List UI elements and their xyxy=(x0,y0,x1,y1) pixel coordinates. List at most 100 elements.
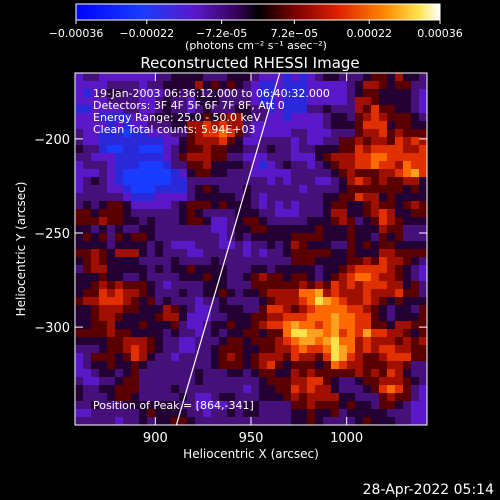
heatmap-cell xyxy=(379,353,388,362)
heatmap-cell xyxy=(331,217,340,226)
heatmap-cell xyxy=(379,105,388,114)
heatmap-cell xyxy=(75,409,84,418)
heatmap-cell xyxy=(347,329,356,338)
solar-limb-line xyxy=(175,72,281,426)
heatmap-cell xyxy=(195,177,204,186)
heatmap-cell xyxy=(355,417,364,425)
heatmap-cell xyxy=(331,337,340,346)
heatmap-cell xyxy=(187,193,196,202)
heatmap-cell xyxy=(147,297,156,306)
heatmap-cell xyxy=(107,385,116,394)
heatmap-cell xyxy=(243,153,252,162)
heatmap-cell xyxy=(235,137,244,146)
heatmap-cell xyxy=(363,89,372,98)
heatmap-cell xyxy=(99,233,108,242)
heatmap-cell xyxy=(107,97,116,106)
colorbar-tick-label: 0.00036 xyxy=(417,27,463,40)
heatmap-cell xyxy=(251,97,260,106)
heatmap-cell xyxy=(227,297,236,306)
heatmap-cell xyxy=(99,369,108,378)
heatmap-cell xyxy=(139,217,148,226)
heatmap-cell xyxy=(371,337,380,346)
heatmap-cell xyxy=(307,353,316,362)
heatmap-cell xyxy=(403,153,412,162)
heatmap-cell xyxy=(379,377,388,386)
heatmap-cell xyxy=(283,97,292,106)
heatmap-cell xyxy=(347,161,356,170)
heatmap-cell xyxy=(147,369,156,378)
heatmap-cell xyxy=(251,273,260,282)
heatmap-cell xyxy=(339,313,348,322)
heatmap-cell xyxy=(307,305,316,314)
heatmap-cell xyxy=(227,273,236,282)
heatmap-cell xyxy=(275,177,284,186)
heatmap-cell xyxy=(267,409,276,418)
heatmap-cell xyxy=(347,409,356,418)
heatmap-cell xyxy=(283,129,292,138)
heatmap-cell xyxy=(243,385,252,394)
heatmap-cell xyxy=(339,89,348,98)
heatmap-cell xyxy=(339,289,348,298)
heatmap-cell xyxy=(155,73,164,82)
heatmap-cell xyxy=(371,265,380,274)
heatmap-cell xyxy=(395,137,404,146)
heatmap-cell xyxy=(219,121,228,130)
heatmap-cell xyxy=(163,345,172,354)
heatmap-cell xyxy=(99,129,108,138)
heatmap-cell xyxy=(83,89,92,98)
heatmap-cell xyxy=(275,321,284,330)
heatmap-cell xyxy=(155,369,164,378)
heatmap-cell xyxy=(211,201,220,210)
heatmap-cell xyxy=(259,209,268,218)
heatmap-cell xyxy=(387,89,396,98)
heatmap-cell xyxy=(107,297,116,306)
heatmap-cell xyxy=(99,177,108,186)
heatmap-cell xyxy=(235,401,244,410)
heatmap-cell xyxy=(315,393,324,402)
heatmap-cell xyxy=(387,209,396,218)
heatmap-cell xyxy=(267,369,276,378)
heatmap-cell xyxy=(155,321,164,330)
heatmap-cell xyxy=(259,185,268,194)
x-axis-label: Heliocentric X (arcsec) xyxy=(183,447,319,461)
heatmap-cell xyxy=(291,89,300,98)
heatmap-cell xyxy=(371,113,380,122)
heatmap-cell xyxy=(331,401,340,410)
heatmap-cell xyxy=(123,137,132,146)
heatmap-cell xyxy=(267,297,276,306)
heatmap-cell xyxy=(187,137,196,146)
heatmap-cell xyxy=(251,353,260,362)
heatmap-cell xyxy=(283,257,292,266)
heatmap-cell xyxy=(339,113,348,122)
heatmap-cell xyxy=(283,249,292,258)
heatmap-cell xyxy=(339,241,348,250)
heatmap-cell xyxy=(355,137,364,146)
heatmap-cell xyxy=(379,385,388,394)
heatmap-cell xyxy=(203,201,212,210)
heatmap-cell xyxy=(107,241,116,250)
heatmap-cell xyxy=(99,105,108,114)
heatmap-cell xyxy=(291,353,300,362)
heatmap-cell xyxy=(411,265,420,274)
heatmap-cell xyxy=(107,257,116,266)
heatmap-cell xyxy=(379,417,388,425)
heatmap-cell xyxy=(123,273,132,282)
heatmap-cell xyxy=(187,81,196,90)
heatmap-cell xyxy=(259,177,268,186)
heatmap-cell xyxy=(299,345,308,354)
heatmap-cell xyxy=(371,345,380,354)
heatmap-cell xyxy=(371,305,380,314)
heatmap-cell xyxy=(83,225,92,234)
heatmap-cell xyxy=(355,169,364,178)
heatmap-cell xyxy=(371,377,380,386)
heatmap-cell xyxy=(91,201,100,210)
heatmap-cell xyxy=(131,353,140,362)
heatmap-cell xyxy=(131,233,140,242)
heatmap-cell xyxy=(259,297,268,306)
heatmap-cell xyxy=(267,177,276,186)
heatmap-cell xyxy=(323,289,332,298)
heatmap-cell xyxy=(379,313,388,322)
heatmap-cell xyxy=(251,321,260,330)
heatmap-cell xyxy=(339,169,348,178)
heatmap-cell xyxy=(371,369,380,378)
